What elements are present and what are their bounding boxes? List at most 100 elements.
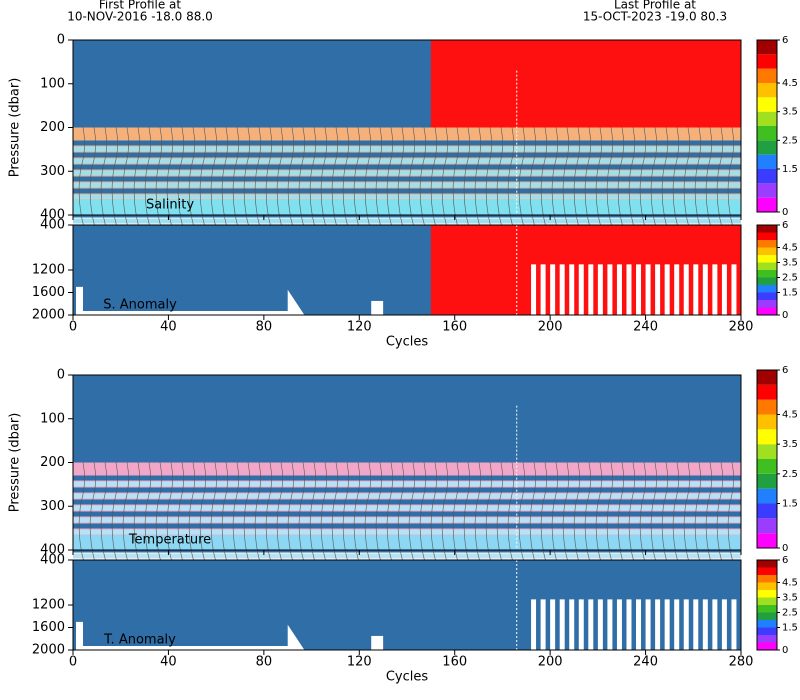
colorbar-cell: [757, 277, 777, 285]
gap: [655, 264, 661, 315]
gap: [569, 264, 575, 315]
colorbar-cell: [757, 642, 777, 650]
colorbar-tick-label: 2.5: [782, 469, 798, 480]
colorbar-frame: [756, 39, 778, 213]
gap: [731, 599, 737, 650]
colorbar-cell: [757, 370, 777, 385]
colorbar-cell: [757, 292, 777, 300]
field: [73, 505, 741, 511]
colorbar-cell: [757, 627, 777, 635]
gap: [636, 599, 642, 650]
gap: [712, 264, 718, 315]
colorbar-cell: [757, 533, 777, 548]
colorbar-cell: [757, 473, 777, 489]
x-axis-label: Cycles: [386, 335, 429, 350]
x-axis-label: Cycles: [386, 670, 429, 685]
gap: [731, 264, 737, 315]
y-tick-label: 1600: [32, 620, 65, 635]
gap: [597, 599, 603, 650]
gap: [702, 264, 708, 315]
colorbar-cell: [757, 620, 777, 628]
colorbar-cell: [757, 240, 777, 248]
colorbar-tick-label: 2.5: [782, 273, 798, 284]
field: [73, 182, 741, 188]
panel-label: Temperature: [128, 533, 211, 548]
gap: [674, 599, 680, 650]
field: [73, 176, 741, 182]
colorbar-tick-label: 3.5: [782, 258, 798, 269]
gap: [550, 264, 556, 315]
gap: [597, 264, 603, 315]
field: [73, 487, 741, 493]
first-profile-label: First Profile at: [99, 0, 182, 12]
gap: [674, 264, 680, 315]
gap: [664, 264, 670, 315]
colorbar-cell: [757, 285, 777, 293]
gap: [588, 599, 594, 650]
gap: [607, 264, 613, 315]
panel-label: Salinity: [146, 198, 194, 213]
colorbar-cell: [757, 518, 777, 534]
gap: [540, 599, 546, 650]
colorbar-cell: [757, 97, 777, 112]
colorbar-cell: [757, 429, 777, 445]
colorbar-tick-label: 4.5: [782, 243, 798, 254]
colorbar-tick-label: 3.5: [782, 107, 798, 118]
colorbar-cell: [757, 83, 777, 98]
y-tick-label: 400: [40, 218, 65, 233]
colorbar-cell: [757, 183, 777, 198]
y-tick-label: 1200: [32, 263, 65, 278]
field: [73, 523, 741, 529]
colorbar-cell: [757, 270, 777, 278]
colorbar-tick-label: 6: [782, 365, 788, 376]
gap: [578, 264, 584, 315]
y-tick-label: 1200: [32, 598, 65, 613]
y-tick-label: 200: [40, 120, 65, 135]
x-tick-label: 280: [729, 655, 754, 670]
colorbar-cell: [757, 399, 777, 415]
colorbar-cell: [757, 307, 777, 315]
gap: [616, 264, 622, 315]
x-tick-label: 200: [538, 655, 563, 670]
gap: [645, 264, 651, 315]
gap: [721, 599, 727, 650]
gap: [636, 264, 642, 315]
gap: [531, 264, 537, 315]
colorbar-tick-label: 0: [782, 310, 788, 321]
field: [73, 493, 741, 499]
field: [73, 170, 741, 176]
gap: [616, 599, 622, 650]
field: [73, 152, 741, 158]
x-tick-label: 160: [442, 320, 467, 335]
colorbar-tick-label: 1.5: [782, 623, 798, 634]
gap: [721, 264, 727, 315]
x-tick-label: 240: [633, 320, 658, 335]
colorbar-tick-label: 6: [782, 220, 788, 231]
field: [430, 225, 741, 315]
field: [73, 481, 741, 487]
x-tick-label: 120: [347, 655, 372, 670]
colorbar-cell: [757, 414, 777, 430]
colorbar-tick-label: 0: [782, 207, 788, 218]
colorbar-cell: [757, 582, 777, 590]
colorbar-cell: [757, 111, 777, 126]
colorbar-tick-label: 1.5: [782, 288, 798, 299]
panel-label: T. Anomaly: [103, 633, 176, 648]
y-tick-label: 200: [40, 455, 65, 470]
colorbar-cell: [757, 126, 777, 141]
colorbar-tick-label: 3.5: [782, 439, 798, 450]
y-tick-label: 300: [40, 164, 65, 179]
gap: [645, 599, 651, 650]
colorbar-tick-label: 6: [782, 35, 788, 46]
gap: [712, 599, 718, 650]
colorbar-cell: [757, 560, 777, 568]
gap: [702, 599, 708, 650]
colorbar-cell: [757, 197, 777, 212]
gap: [76, 621, 305, 650]
x-tick-label: 40: [160, 320, 177, 335]
gap: [569, 599, 575, 650]
last-profile-info: 15-OCT-2023 -19.0 80.3: [583, 10, 727, 24]
gap: [683, 264, 689, 315]
colorbar-tick-label: 3.5: [782, 593, 798, 604]
y-tick-label: 400: [40, 553, 65, 568]
